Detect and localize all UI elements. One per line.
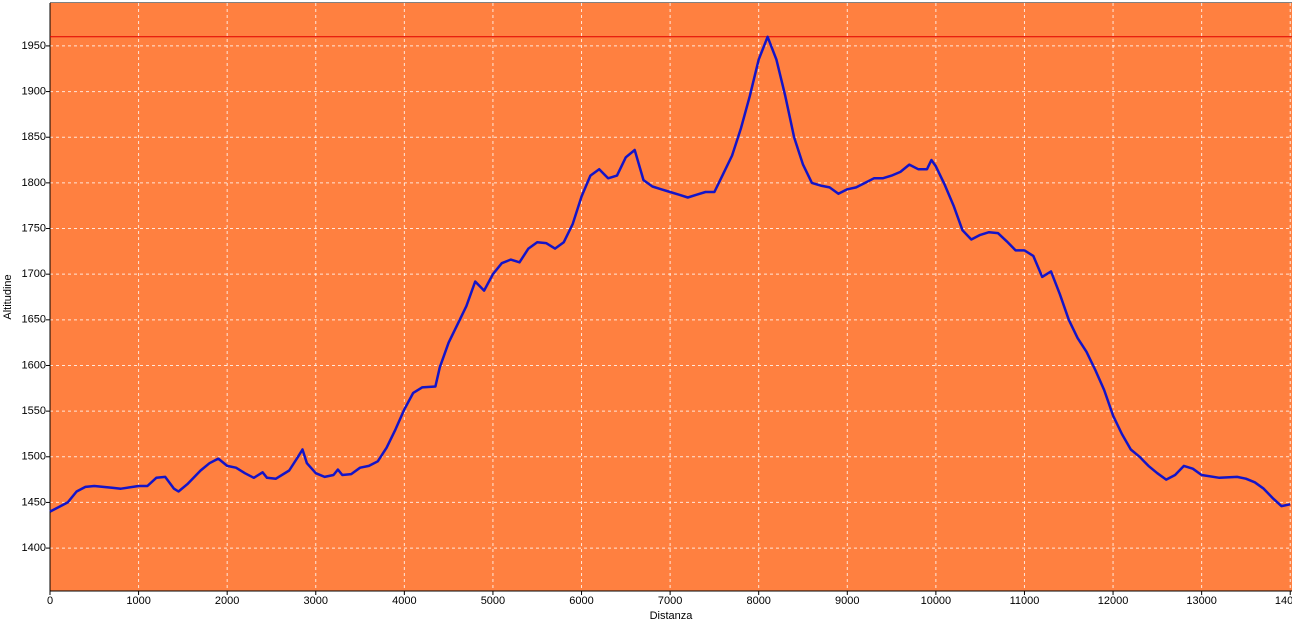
x-tick-label: 0 — [47, 595, 53, 607]
x-tick-label: 7000 — [658, 595, 682, 607]
x-tick-label: 8000 — [746, 595, 770, 607]
x-tick-label: 6000 — [569, 595, 593, 607]
y-tick-label: 1650 — [22, 314, 46, 326]
y-tick-label: 1500 — [22, 451, 46, 463]
y-tick-label: 1750 — [22, 222, 46, 234]
y-tick-label: 1400 — [22, 542, 46, 554]
x-tick-label: 4000 — [392, 595, 416, 607]
y-tick-label: 1700 — [22, 268, 46, 280]
x-tick-label: 2000 — [215, 595, 239, 607]
y-axis-label: Altitudine — [2, 274, 14, 319]
x-axis-label: Distanza — [650, 610, 694, 622]
x-tick-label: 3000 — [304, 595, 328, 607]
x-tick-label: 1000 — [126, 595, 150, 607]
x-tick-label: 11000 — [1010, 595, 1040, 607]
y-tick-label: 1550 — [22, 405, 46, 417]
y-tick-label: 1800 — [22, 177, 46, 189]
y-tick-label: 1600 — [22, 359, 46, 371]
y-tick-label: 1950 — [22, 40, 46, 52]
x-tick-label: 9000 — [835, 595, 859, 607]
x-tick-label: 12000 — [1098, 595, 1129, 607]
x-tick-label: 5000 — [481, 595, 505, 607]
elevation-line — [49, 35, 1291, 513]
x-tick-label: 13000 — [1186, 595, 1217, 607]
y-tick-label: 1850 — [22, 131, 46, 143]
y-tick-label: 1450 — [22, 496, 46, 508]
y-tick-label: 1900 — [22, 85, 46, 97]
x-tick-label: 10000 — [921, 595, 952, 607]
plot-area — [50, 3, 1292, 591]
x-tick-label: 14000 — [1275, 595, 1292, 607]
